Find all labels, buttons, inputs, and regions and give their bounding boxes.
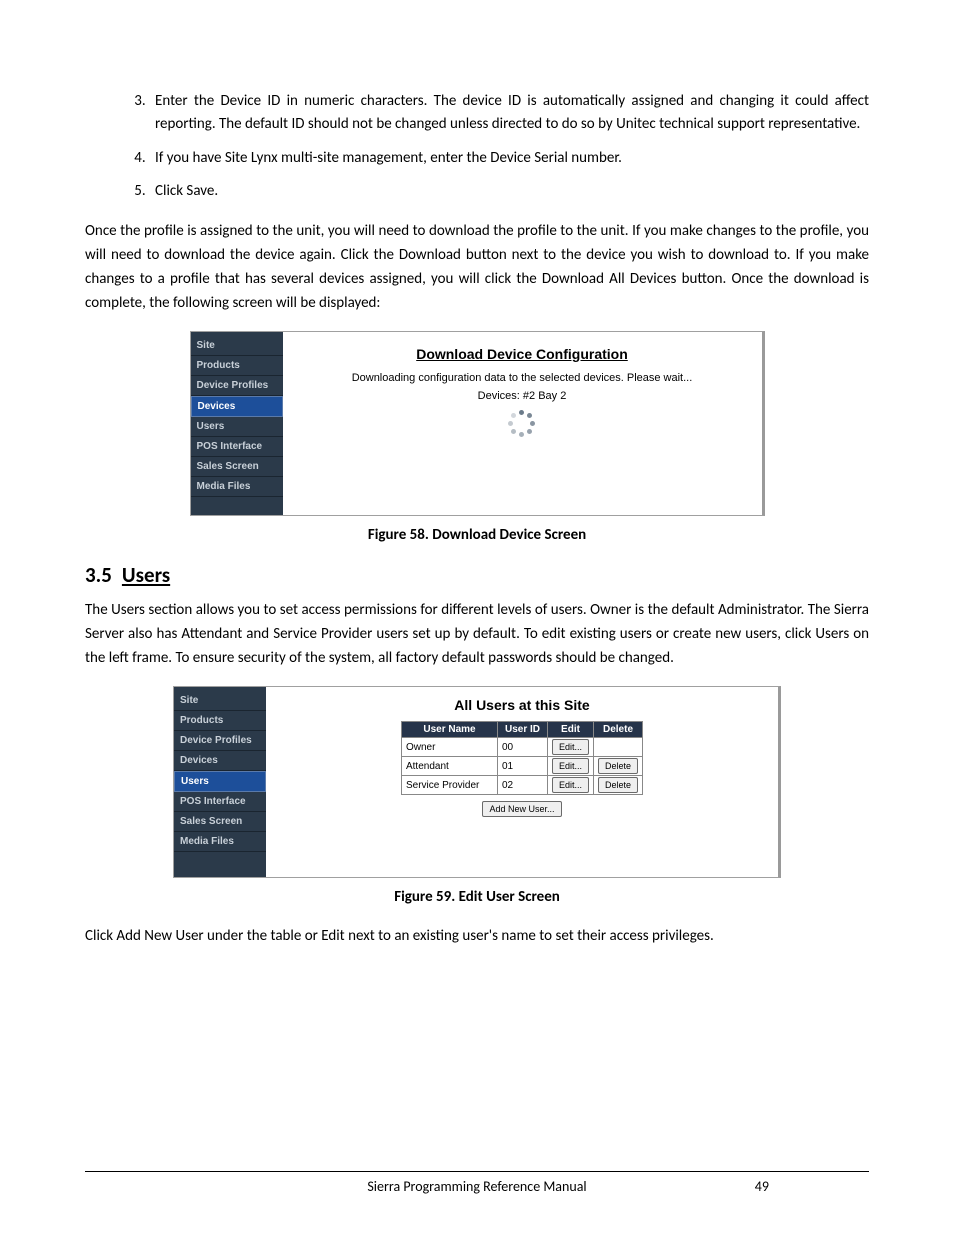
body-paragraph: The Users section allows you to set acce… xyxy=(85,598,869,670)
sidebar: SiteProductsDevice ProfilesDevicesUsersP… xyxy=(191,332,283,515)
table-row: Attendant01 Edit... Delete xyxy=(401,757,642,776)
sidebar-item-devices[interactable]: Devices xyxy=(191,396,283,417)
body-paragraph: Once the profile is assigned to the unit… xyxy=(85,219,869,315)
footer-title: Sierra Programming Reference Manual xyxy=(367,1178,586,1195)
user-name-cell: Attendant xyxy=(401,757,497,776)
table-row: Owner00 Edit... xyxy=(401,738,642,757)
column-header: Edit xyxy=(547,722,593,738)
delete-button[interactable]: Delete xyxy=(598,777,638,793)
sidebar-item-pos-interface[interactable]: POS Interface xyxy=(174,792,266,812)
sidebar-item-users[interactable]: Users xyxy=(191,417,283,437)
sidebar-item-device-profiles[interactable]: Device Profiles xyxy=(174,731,266,751)
figure-caption: Figure 59. Edit User Screen xyxy=(85,888,869,906)
user-id-cell: 01 xyxy=(497,757,547,776)
add-new-user-button[interactable]: Add New User... xyxy=(482,801,561,817)
column-header: User ID xyxy=(497,722,547,738)
figure-59-screenshot: SiteProductsDevice ProfilesDevicesUsersP… xyxy=(173,686,781,878)
sidebar-item-media-files[interactable]: Media Files xyxy=(174,832,266,852)
sidebar-item-site[interactable]: Site xyxy=(191,336,283,356)
content-pane: Download Device Configuration Downloadin… xyxy=(283,332,762,515)
sidebar-item-pos-interface[interactable]: POS Interface xyxy=(191,437,283,457)
devices-line: Devices: #2 Bay 2 xyxy=(303,390,742,402)
sidebar-item-media-files[interactable]: Media Files xyxy=(191,477,283,497)
section-title: Users xyxy=(122,562,170,588)
figure-58-screenshot: SiteProductsDevice ProfilesDevicesUsersP… xyxy=(190,331,765,516)
list-item: Click Save. xyxy=(149,180,869,203)
table-row: Service Provider02 Edit... Delete xyxy=(401,776,642,795)
users-table: User NameUser IDEditDelete Owner00Edit..… xyxy=(401,721,643,795)
user-id-cell: 00 xyxy=(497,738,547,757)
user-id-cell: 02 xyxy=(497,776,547,795)
status-message: Downloading configuration data to the se… xyxy=(303,372,742,384)
edit-button[interactable]: Edit... xyxy=(552,777,589,793)
delete-cell: Delete xyxy=(594,757,643,776)
sidebar-item-products[interactable]: Products xyxy=(191,356,283,376)
pane-title: All Users at this Site xyxy=(296,697,748,713)
delete-button[interactable]: Delete xyxy=(598,758,638,774)
sidebar: SiteProductsDevice ProfilesDevicesUsersP… xyxy=(174,687,266,877)
sidebar-item-sales-screen[interactable]: Sales Screen xyxy=(191,457,283,477)
user-name-cell: Owner xyxy=(401,738,497,757)
column-header: Delete xyxy=(594,722,643,738)
page-footer: Sierra Programming Reference Manual 49 xyxy=(85,1171,869,1195)
edit-cell: Edit... xyxy=(547,776,593,795)
edit-button[interactable]: Edit... xyxy=(552,739,589,755)
figure-caption: Figure 58. Download Device Screen xyxy=(85,526,869,544)
column-header: User Name xyxy=(401,722,497,738)
list-item: Enter the Device ID in numeric character… xyxy=(149,90,869,137)
content-pane: All Users at this Site User NameUser IDE… xyxy=(266,687,778,877)
sidebar-item-device-profiles[interactable]: Device Profiles xyxy=(191,376,283,396)
section-number: 3.5 xyxy=(85,562,112,588)
sidebar-item-site[interactable]: Site xyxy=(174,691,266,711)
sidebar-item-sales-screen[interactable]: Sales Screen xyxy=(174,812,266,832)
loading-spinner-icon xyxy=(508,410,536,438)
edit-cell: Edit... xyxy=(547,738,593,757)
pane-title: Download Device Configuration xyxy=(303,346,742,362)
sidebar-item-devices[interactable]: Devices xyxy=(174,751,266,771)
footer-page-number: 49 xyxy=(755,1178,769,1195)
list-item: If you have Site Lynx multi-site managem… xyxy=(149,147,869,170)
section-heading: 3.5 Users xyxy=(85,562,869,588)
body-paragraph: Click Add New User under the table or Ed… xyxy=(85,924,869,948)
edit-cell: Edit... xyxy=(547,757,593,776)
sidebar-item-products[interactable]: Products xyxy=(174,711,266,731)
delete-cell: Delete xyxy=(594,776,643,795)
user-name-cell: Service Provider xyxy=(401,776,497,795)
edit-button[interactable]: Edit... xyxy=(552,758,589,774)
instruction-list: Enter the Device ID in numeric character… xyxy=(85,90,869,203)
sidebar-item-users[interactable]: Users xyxy=(174,771,266,792)
delete-cell xyxy=(594,738,643,757)
